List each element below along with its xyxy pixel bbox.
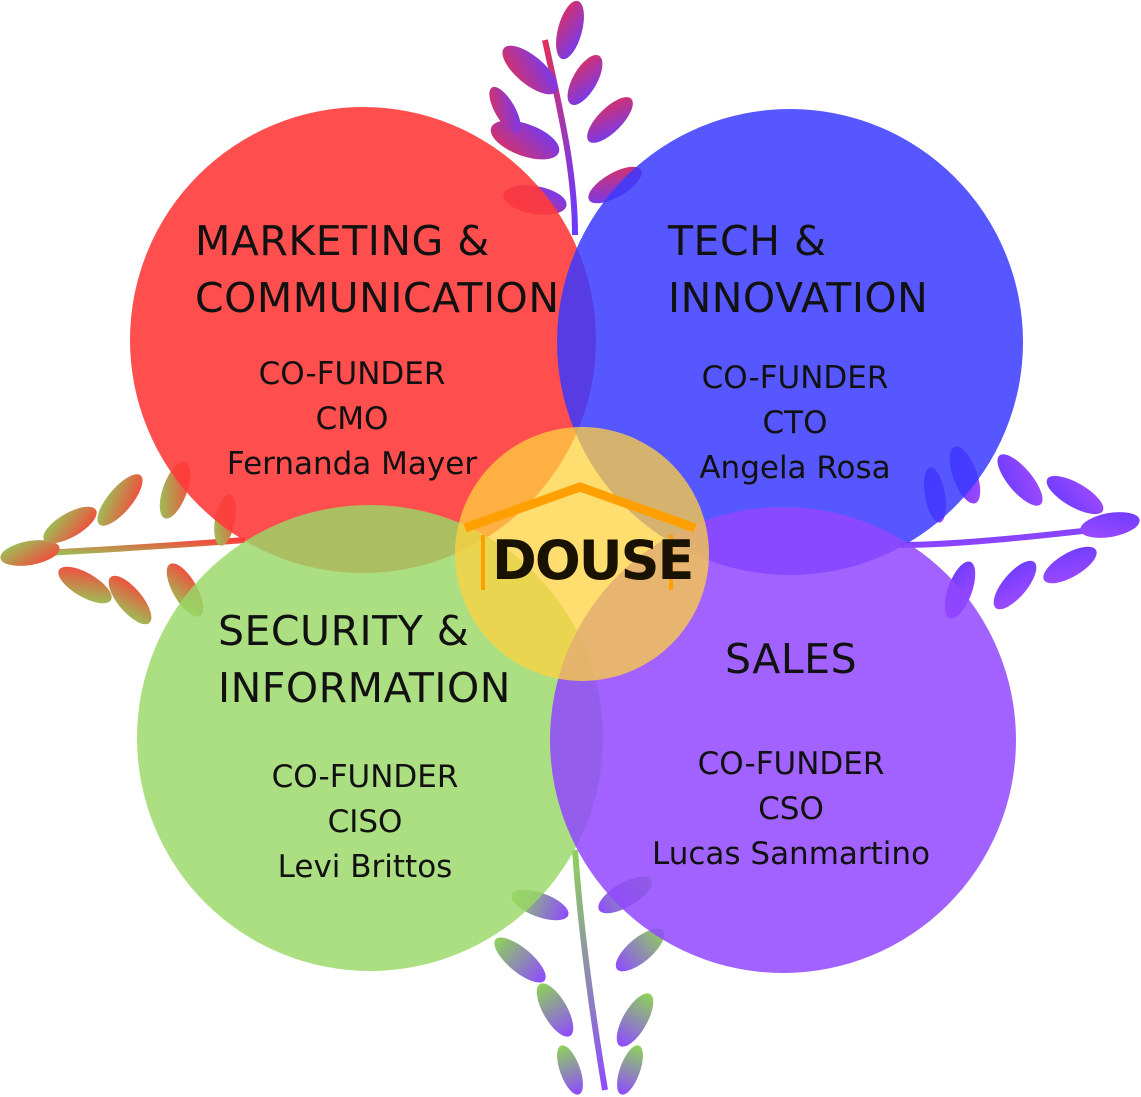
tech-title-line-1: TECH & xyxy=(668,217,827,265)
douse-logo xyxy=(463,482,697,590)
tech-title-line-2: INNOVATION xyxy=(668,274,929,322)
tech-role: CO-FUNDER xyxy=(701,360,889,396)
sales-title: SALES xyxy=(725,635,858,683)
marketing-person: Fernanda Mayer xyxy=(226,446,478,482)
marketing-role: CO-FUNDER xyxy=(258,356,446,392)
security-title-line-2: INFORMATION xyxy=(218,664,511,712)
sales-position: CSO xyxy=(758,791,824,827)
sales-role: CO-FUNDER xyxy=(697,746,885,782)
center-circle xyxy=(455,427,709,681)
security-role: CO-FUNDER xyxy=(271,759,459,795)
marketing-title-line-1: MARKETING & xyxy=(195,217,490,265)
logo-text: DOUSE xyxy=(492,529,694,592)
tech-position: CTO xyxy=(762,405,828,441)
marketing-title-line-2: COMMUNICATION xyxy=(195,274,560,322)
security-title-line-1: SECURITY & xyxy=(218,607,470,655)
tech-circle xyxy=(557,109,1023,575)
branch-top-decoration xyxy=(489,0,642,236)
marketing-circle xyxy=(130,107,596,573)
tech-person: Angela Rosa xyxy=(699,450,891,486)
sales-person: Lucas Sanmartino xyxy=(651,836,931,872)
marketing-position: CMO xyxy=(315,401,389,437)
security-position: CISO xyxy=(327,804,403,840)
security-person: Levi Brittos xyxy=(277,849,453,885)
